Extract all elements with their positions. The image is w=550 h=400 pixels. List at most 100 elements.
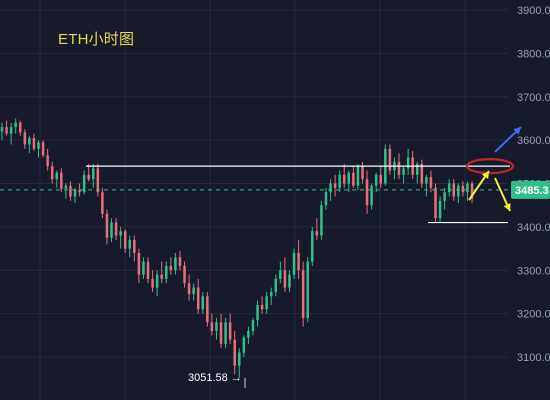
y-tick-label: 3800.0 [517, 48, 550, 60]
candle-body [260, 304, 264, 310]
candle-body [114, 222, 118, 236]
candle-body [242, 337, 246, 353]
candle-body [256, 304, 259, 321]
y-tick-label: 3900.0 [517, 5, 550, 17]
candle-body [55, 172, 59, 180]
yellow-arrow-up-icon [468, 170, 490, 201]
candle-body [133, 239, 136, 253]
candle-body [269, 291, 273, 297]
candle-body [447, 183, 451, 193]
candle-body [429, 176, 433, 188]
candle-body [142, 261, 145, 275]
candle-body [315, 231, 319, 236]
candle-body [247, 330, 250, 338]
candle-body [187, 283, 191, 295]
candle-body [301, 270, 305, 318]
arrow-head [503, 203, 511, 211]
candle-body [324, 192, 328, 206]
candle-body [251, 320, 255, 331]
current-price-badge: 3485.3 [511, 180, 550, 199]
arrow-head [481, 171, 489, 179]
candle-body [297, 252, 300, 271]
candle-body [160, 274, 163, 279]
candle-body [215, 322, 218, 331]
candle-body [338, 174, 341, 188]
candles [0, 118, 474, 378]
candle-body [329, 183, 332, 193]
candle-body [470, 183, 474, 199]
candle-body [201, 296, 205, 310]
price-badge-text: 3485.3 [515, 185, 549, 197]
candle-body [105, 213, 109, 238]
candle-body [420, 163, 424, 184]
candle-body [155, 274, 159, 288]
resistance-ellipse [465, 158, 515, 175]
candle-body [206, 296, 209, 323]
candle-body [438, 200, 442, 219]
candle-body [279, 270, 282, 279]
candle-body [388, 148, 392, 171]
candle-body [379, 174, 382, 184]
candle-body [219, 322, 223, 344]
candle-body [228, 322, 232, 340]
candle-body [101, 192, 104, 214]
candle-body [320, 205, 323, 236]
candle-body [146, 261, 150, 279]
candle-body [9, 127, 13, 134]
candle-body [32, 137, 36, 149]
candle-body [238, 352, 241, 366]
candle-body [452, 183, 456, 197]
y-tick-label: 3300.0 [517, 265, 550, 277]
candle-body [87, 174, 90, 180]
candle-body [406, 157, 410, 169]
y-tick-label: 3400.0 [517, 222, 550, 234]
chart-title: ETH小时图 [58, 31, 135, 48]
candle-body [64, 185, 68, 189]
candle-body [443, 192, 446, 201]
candle-body [374, 174, 378, 186]
y-axis: 3900.03800.03700.03600.03500.03400.03300… [511, 5, 550, 364]
candle-body [5, 127, 8, 134]
candle-body [233, 339, 236, 366]
candle-body [365, 179, 369, 206]
candle-body [165, 265, 168, 279]
candle-body [370, 185, 373, 206]
candle-body [41, 142, 45, 156]
candle-body [128, 239, 132, 249]
candle-body [0, 127, 4, 132]
candle-body [210, 322, 214, 331]
candle-body [196, 287, 200, 310]
candle-body [18, 122, 22, 133]
candle-body [265, 296, 268, 310]
candle-body [361, 166, 364, 180]
low-price-label: 3051.58 → [188, 372, 242, 384]
candle-body [402, 168, 405, 175]
candle-body [288, 274, 291, 288]
candle-body [82, 174, 86, 193]
y-tick-label: 3600.0 [517, 135, 550, 147]
candle-body [119, 231, 122, 236]
candle-body [151, 278, 154, 288]
candle-body [352, 172, 355, 186]
blue-arrow-up-icon [494, 126, 522, 153]
candle-body [274, 278, 278, 292]
candle-body [137, 252, 141, 275]
arrow-head [513, 127, 521, 135]
price-badge-bg [511, 180, 550, 199]
candle-body [415, 163, 419, 175]
candle-body [96, 168, 100, 193]
candle-body [311, 231, 314, 262]
candle-body [60, 172, 63, 189]
annotations [0, 126, 522, 388]
y-tick-label: 3100.0 [517, 352, 550, 364]
candle-body [14, 122, 17, 128]
candle-body [69, 185, 72, 197]
candle-body [342, 174, 346, 184]
candle-body [306, 261, 309, 318]
candle-body [183, 265, 186, 284]
y-tick-label: 3700.0 [517, 92, 550, 104]
candle-body [50, 166, 54, 180]
yellow-arrow-down-icon [494, 177, 511, 212]
